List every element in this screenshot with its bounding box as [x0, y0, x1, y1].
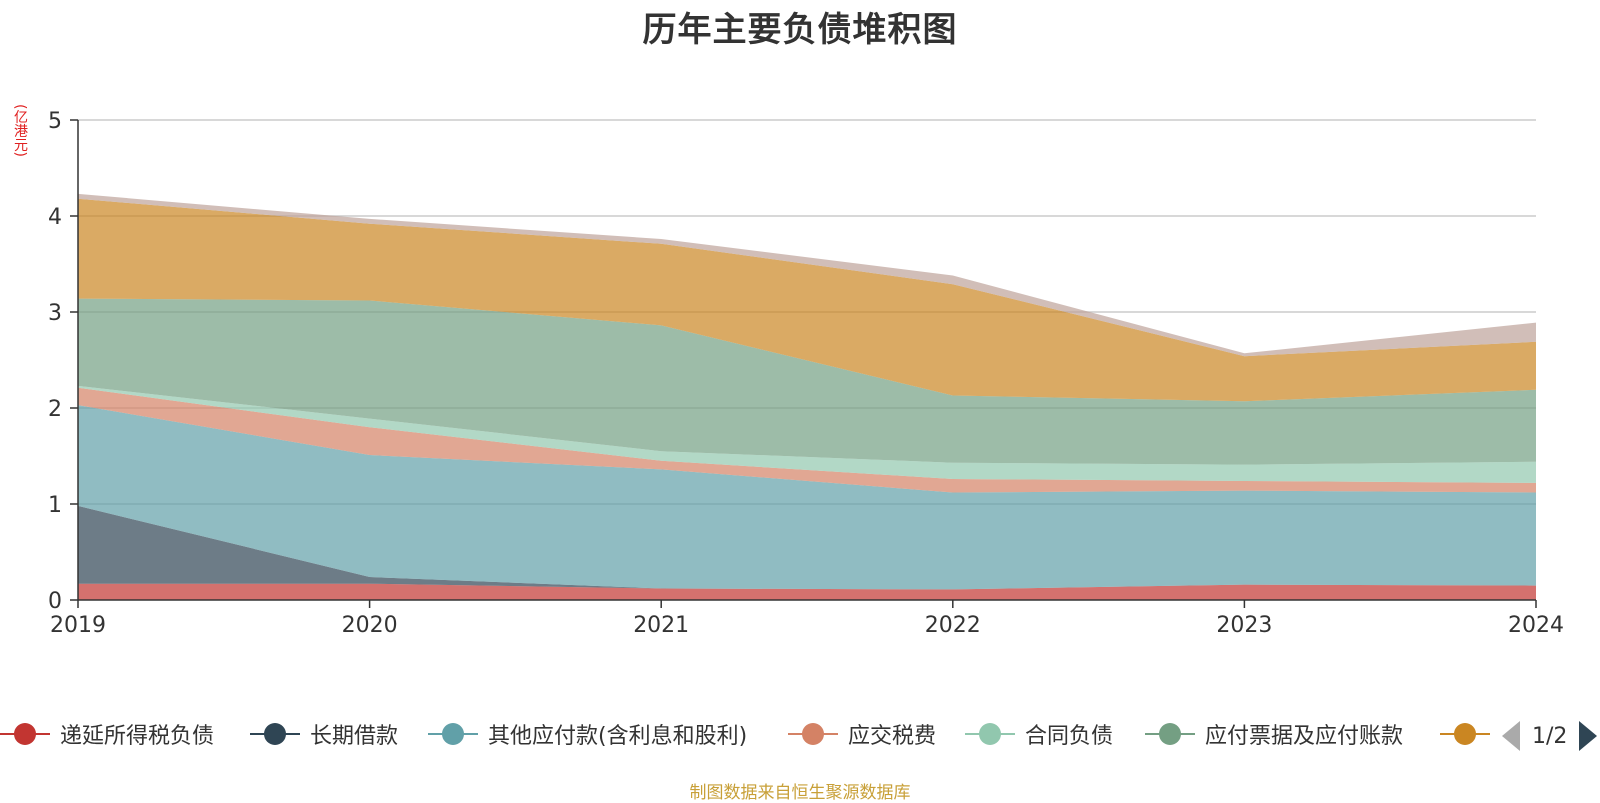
pager-text: 1/2: [1532, 723, 1568, 749]
legend-label: 合同负债: [1025, 724, 1114, 749]
legend-item-7[interactable]: [1440, 716, 1490, 752]
axes: 0 1 2 3 4 5 2019 2020 2021 2022 2023 2024: [48, 109, 1564, 638]
legend-item-3[interactable]: 其他应付款(含利息和股利): [428, 716, 747, 752]
x-tick-label-2024: 2024: [1508, 613, 1564, 638]
y-tick-label-2: 2: [48, 397, 62, 422]
x-tick-label-2020: 2020: [342, 613, 398, 638]
legend-item-4[interactable]: 应交税费: [788, 716, 936, 752]
pager-prev-icon[interactable]: [1502, 721, 1520, 751]
chart-title: 历年主要负债堆积图: [642, 10, 958, 50]
x-tick-label-2021: 2021: [633, 613, 689, 638]
legend-item-6[interactable]: 应付票据及应付账款: [1145, 716, 1403, 752]
source-note: 制图数据来自恒生聚源数据库: [689, 783, 911, 803]
legend-marker-icon: [965, 716, 1015, 752]
legend-marker-icon: [250, 716, 300, 752]
legend-pager: 1/2: [1502, 718, 1598, 754]
area-series-8: [78, 193, 1536, 357]
legend: 递延所得税负债 长期借款 其他应付款(含利息和股利) 应交税费 合同负债 应付票据及应付账…: [0, 716, 1600, 756]
legend-marker-icon: [1145, 716, 1195, 752]
area-series-3: [78, 405, 1536, 590]
legend-marker-icon: [428, 716, 478, 752]
legend-label: 应付票据及应付账款: [1205, 724, 1404, 749]
y-tick-label-5: 5: [48, 109, 62, 134]
legend-marker-icon: [0, 716, 50, 752]
area-series: [78, 193, 1536, 600]
legend-label: 其他应付款(含利息和股利): [488, 724, 748, 749]
x-tick-label-2019: 2019: [50, 613, 106, 638]
area-series-5: [78, 385, 1536, 483]
legend-marker-icon: [1440, 716, 1490, 752]
area-series-1: [78, 583, 1536, 600]
legend-label: 长期借款: [310, 724, 399, 749]
x-tick-label-2022: 2022: [925, 613, 981, 638]
legend-label: 应交税费: [848, 724, 937, 749]
x-tick-label-2023: 2023: [1216, 613, 1272, 638]
y-tick-label-0: 0: [48, 589, 62, 614]
legend-item-2[interactable]: 长期借款: [250, 716, 398, 752]
area-series-7: [78, 198, 1536, 402]
legend-marker-icon: [788, 716, 838, 752]
y-tick-label-1: 1: [48, 493, 62, 518]
legend-label: 递延所得税负债: [60, 724, 215, 749]
area-series-6: [78, 298, 1536, 465]
area-series-4: [78, 387, 1536, 493]
y-axis-unit-label: (亿港元): [12, 104, 28, 157]
y-tick-label-4: 4: [48, 205, 62, 230]
legend-item-5[interactable]: 合同负债: [965, 716, 1113, 752]
legend-item-1[interactable]: 递延所得税负债: [0, 716, 214, 752]
y-tick-label-3: 3: [48, 301, 62, 326]
area-series-2: [78, 505, 1536, 590]
pager-next-icon[interactable]: [1579, 721, 1598, 751]
